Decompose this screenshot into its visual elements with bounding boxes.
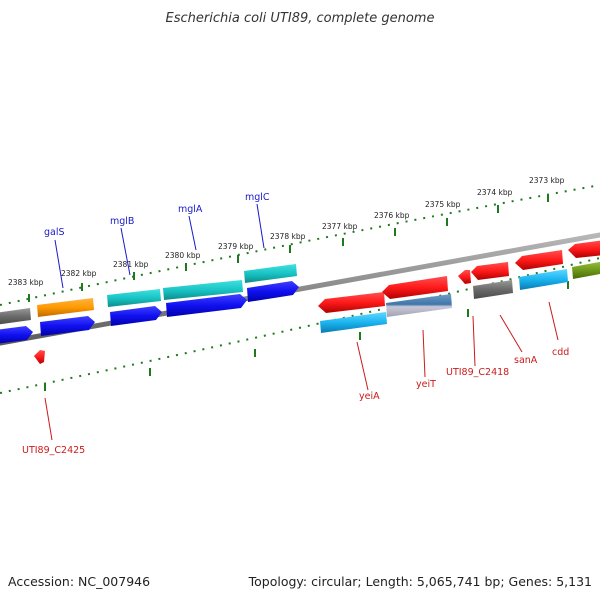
callout-line	[44, 397, 53, 441]
kbp-label-2376: 2376 kbp	[374, 211, 410, 220]
gene-label-UTI89_C2418: UTI89_C2418	[446, 367, 509, 378]
kbp-label-2375: 2375 kbp	[425, 200, 461, 209]
gene-block-sanA	[519, 269, 568, 290]
kbp-label-2380: 2380 kbp	[165, 251, 201, 260]
gene-block-yeiT	[386, 294, 452, 317]
kbp-label-2383: 2383 kbp	[8, 278, 44, 287]
gene-arrow	[515, 250, 563, 270]
gene-arrow	[40, 316, 95, 336]
gene-block-gray	[0, 308, 31, 325]
kbp-label-2373: 2373 kbp	[529, 176, 565, 185]
accession-text: Accession: NC_007946	[8, 574, 150, 589]
forward-strand-upper	[0, 264, 297, 325]
gene-block-mglC	[244, 264, 297, 283]
callout-line	[499, 314, 523, 353]
summary-text: Topology: circular; Length: 5,065,741 bp…	[248, 574, 592, 589]
gene-arrow	[382, 276, 448, 299]
callout-line	[188, 215, 197, 251]
gene-label-UTI89_C2425: UTI89_C2425	[22, 445, 85, 456]
reverse-strand-lower	[320, 261, 600, 333]
kbp-label-2377: 2377 kbp	[322, 222, 358, 231]
callout-line	[356, 341, 369, 391]
gene-arrow	[110, 306, 162, 326]
gene-label-yeiA: yeiA	[359, 391, 380, 402]
scale-arc-upper	[0, 184, 600, 306]
kbp-label-2382: 2382 kbp	[61, 269, 97, 278]
map-title: Escherichia coli UTI89, complete genome	[166, 11, 435, 26]
scale-arc-lower	[0, 257, 600, 394]
gene-arrow	[318, 292, 385, 313]
kbp-label-2374: 2374 kbp	[477, 188, 513, 197]
gene-block-UTI89_C2418	[473, 280, 513, 299]
reverse-strand-arrows	[318, 240, 600, 313]
gene-label-mglB: mglB	[110, 216, 134, 227]
callout-line	[54, 239, 64, 289]
callout-line	[422, 329, 426, 378]
gene-label-sanA: sanA	[514, 355, 538, 366]
callout-lines-top	[54, 203, 265, 289]
gene-block-mglA	[163, 280, 243, 300]
gene-arrow	[166, 294, 247, 317]
gene-label-galS: galS	[44, 227, 65, 238]
scale-ticks-upper	[28, 194, 549, 302]
callout-line	[256, 203, 265, 249]
gene-arrow	[568, 240, 600, 258]
callout-line	[472, 315, 476, 367]
gene-block-yeiA	[320, 312, 387, 333]
gene-arrow	[247, 281, 299, 302]
callout-line	[548, 301, 559, 341]
gene-label-mglA: mglA	[178, 204, 203, 215]
gene-block-mglB	[107, 289, 161, 307]
scale-labels: 2383 kbp 2382 kbp 2381 kbp 2380 kbp 2379…	[8, 176, 565, 287]
scale-ticks-lower	[44, 281, 569, 391]
gene-label-cdd: cdd	[552, 347, 569, 358]
gene-labels-bottom: UTI89_C2425 yeiA yeiT UTI89_C2418 sanA c…	[22, 347, 569, 456]
gene-block-galS	[37, 298, 94, 317]
gene-label-mglC: mglC	[245, 192, 270, 203]
gene-label-yeiT: yeiT	[416, 379, 436, 390]
gene-labels-top: galS mglB mglA mglC	[44, 192, 270, 238]
kbp-label-2378: 2378 kbp	[270, 232, 306, 241]
callout-lines-bottom	[44, 301, 559, 441]
gene-arrow	[0, 326, 33, 344]
kbp-label-2379: 2379 kbp	[218, 242, 254, 251]
gene-block-cdd	[572, 261, 600, 279]
callout-line	[120, 227, 131, 276]
forward-strand-arrows	[0, 281, 299, 344]
kbp-label-2381: 2381 kbp	[113, 260, 149, 269]
gene-arrow-UTI89_C2425	[34, 350, 45, 364]
gene-arrow	[458, 270, 471, 284]
gene-arrow	[471, 262, 509, 280]
